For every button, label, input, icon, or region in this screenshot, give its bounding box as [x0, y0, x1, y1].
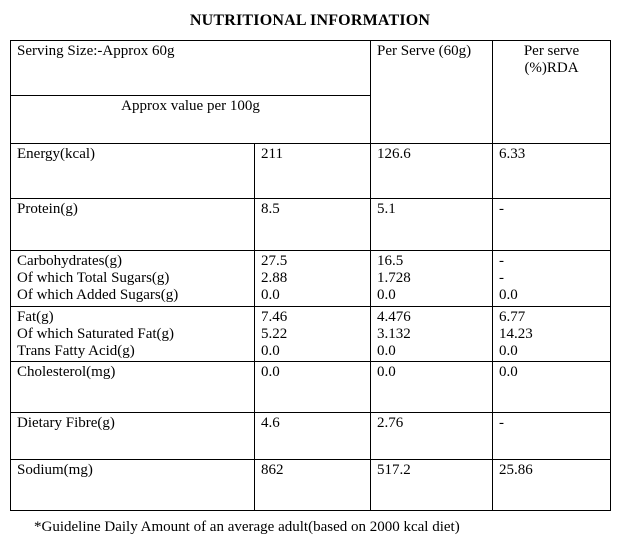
per-serve-value: 16.5 1.728 0.0 [370, 250, 494, 307]
header-row-serving-size: Serving Size:-Approx 60g Per Serve (60g)… [9, 40, 612, 144]
per-serve-header: Per Serve (60g) [370, 40, 494, 144]
per-100g-value: 211 [253, 143, 372, 199]
per-100g-value: 8.5 [253, 198, 372, 251]
nutrient-label: Cholesterol(mg) [10, 361, 255, 414]
rda-value: 25.86 [492, 459, 612, 512]
rda-value: 6.77 14.23 0.0 [492, 305, 612, 363]
page-title: NUTRITIONAL INFORMATION [189, 12, 431, 29]
table-row-carbohydrates: Carbohydrates(g) Of which Total Sugars(g… [10, 250, 612, 307]
nutrient-label: Dietary Fibre(g) [10, 412, 255, 461]
header-row-approx-value: Approx value per 100g [9, 95, 611, 144]
per-serve-value: 5.1 [370, 198, 494, 251]
per-serve-rda-header: Per serve (%)RDA [492, 40, 612, 144]
nutrition-table: Serving Size:-Approx 60g Per Serve (60g)… [9, 40, 612, 512]
approx-value-header: Approx value per 100g [9, 95, 372, 144]
per-serve-value: 0.0 [370, 361, 494, 414]
rda-value: - - 0.0 [492, 250, 612, 307]
table-row-cholesterol: Cholesterol(mg) 0.0 0.0 0.0 [10, 361, 612, 414]
nutrient-label: Carbohydrates(g) Of which Total Sugars(g… [10, 250, 255, 307]
per-serve-value: 2.76 [370, 412, 494, 461]
footnote: *Guideline Daily Amount of an average ad… [34, 519, 460, 536]
rda-value: 0.0 [492, 361, 612, 414]
table-row-fat: Fat(g) Of which Saturated Fat(g) Trans F… [10, 305, 612, 363]
per-serve-value: 4.476 3.132 0.0 [370, 305, 494, 363]
nutrient-label: Energy(kcal) [10, 143, 255, 199]
per-serve-value: 517.2 [370, 459, 494, 512]
per-serve-value: 126.6 [370, 143, 494, 199]
per-100g-value: 862 [253, 459, 372, 512]
nutrient-label: Protein(g) [10, 198, 255, 251]
nutrient-label: Sodium(mg) [10, 459, 255, 512]
per-100g-value: 27.5 2.88 0.0 [253, 250, 372, 307]
nutrient-label: Fat(g) Of which Saturated Fat(g) Trans F… [10, 305, 255, 363]
rda-value: - [492, 412, 612, 461]
rda-value: - [492, 198, 612, 251]
table-row-dietary-fibre: Dietary Fibre(g) 4.6 2.76 - [10, 412, 612, 461]
serving-size-header: Serving Size:-Approx 60g [9, 40, 372, 96]
table-row-protein: Protein(g) 8.5 5.1 - [10, 198, 612, 251]
table-row-energy: Energy(kcal) 211 126.6 6.33 [10, 143, 612, 199]
rda-value: 6.33 [492, 143, 612, 199]
per-100g-value: 4.6 [253, 412, 372, 461]
per-100g-value: 0.0 [253, 361, 372, 414]
table-row-sodium: Sodium(mg) 862 517.2 25.86 [10, 459, 612, 512]
per-100g-value: 7.46 5.22 0.0 [253, 305, 372, 363]
